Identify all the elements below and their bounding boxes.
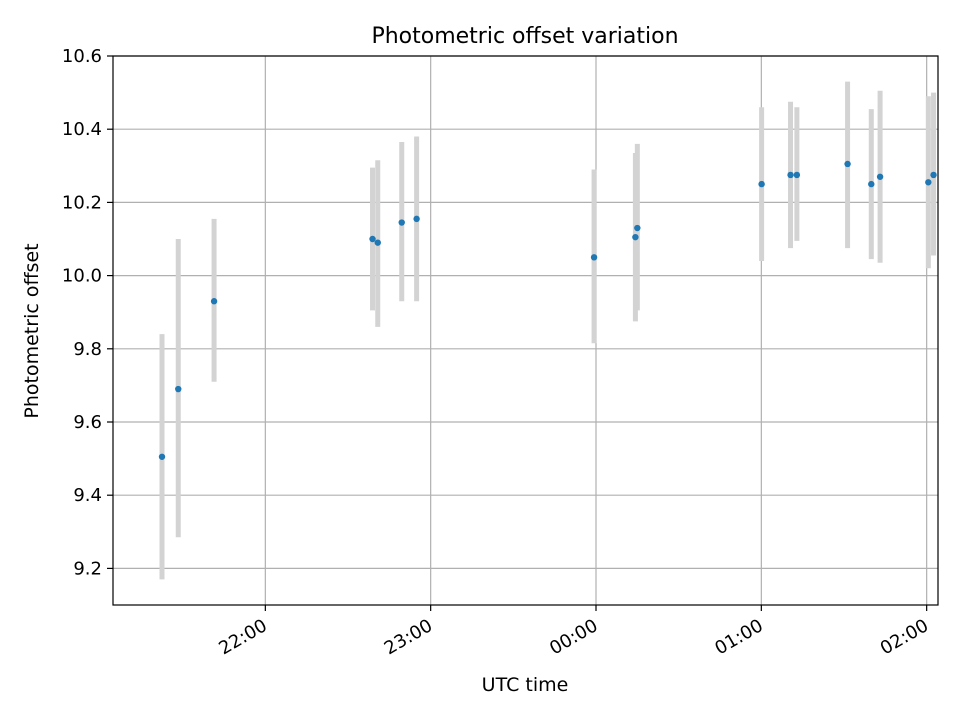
- data-point: [793, 171, 801, 179]
- x-tick-label: 00:00: [546, 615, 601, 659]
- data-point: [374, 239, 381, 246]
- x-tick-label: 02:00: [877, 615, 932, 659]
- data-point: [175, 385, 182, 393]
- data-points: [158, 160, 937, 460]
- data-point: [930, 171, 937, 179]
- x-tick-label: 22:00: [215, 615, 270, 659]
- chart-title: Photometric offset variation: [371, 24, 678, 49]
- y-tick-label: 10.6: [62, 46, 102, 67]
- data-point: [590, 254, 598, 261]
- x-axis-label: UTC time: [482, 674, 569, 696]
- y-tick-label: 9.8: [73, 339, 102, 360]
- y-axis-label: Photometric offset: [21, 243, 43, 418]
- plot-area-frame: [112, 55, 939, 606]
- data-point: [158, 453, 166, 460]
- data-point: [925, 179, 932, 186]
- data-point: [413, 215, 420, 223]
- y-axis: 9.2 9.4 9.6 9.8 10.0 10.2 10.4 10.6: [62, 46, 113, 579]
- data-point: [369, 235, 376, 243]
- x-axis: 22:00 23:00 00:00 01:00 02:00: [215, 605, 932, 659]
- y-tick-label: 9.4: [73, 485, 102, 506]
- data-point: [398, 219, 405, 226]
- y-tick-label: 10.0: [62, 266, 102, 287]
- data-point: [787, 171, 794, 179]
- error-bars: [159, 81, 937, 580]
- x-tick-label: 23:00: [381, 615, 436, 659]
- data-point: [632, 233, 639, 241]
- data-point: [868, 180, 875, 188]
- data-point: [876, 173, 884, 180]
- data-point: [758, 180, 765, 188]
- y-tick-label: 10.4: [62, 119, 102, 140]
- grid: [113, 55, 938, 605]
- data-point: [634, 224, 641, 232]
- y-tick-label: 9.6: [73, 412, 102, 433]
- data-point: [210, 298, 218, 305]
- y-tick-label: 10.2: [62, 192, 102, 213]
- data-point: [844, 160, 851, 168]
- x-tick-label: 01:00: [711, 615, 766, 659]
- y-tick-label: 9.2: [73, 558, 102, 579]
